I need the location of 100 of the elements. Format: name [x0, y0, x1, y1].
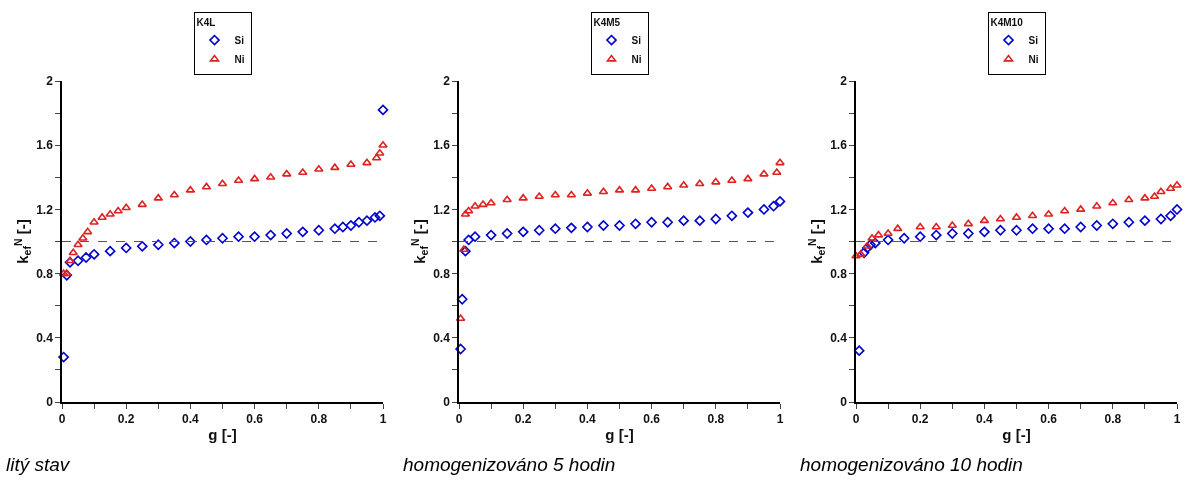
y-tick-label: 1.2: [433, 202, 451, 217]
legend-label: Si: [1028, 34, 1039, 46]
point: [694, 179, 705, 187]
point: [710, 213, 722, 225]
point: [374, 210, 386, 222]
point: [97, 213, 107, 220]
x-tick-label: 0.4: [579, 412, 597, 427]
point: [478, 200, 488, 208]
point: [169, 237, 180, 249]
point: [313, 224, 325, 236]
point: [281, 228, 293, 239]
point: [201, 182, 212, 190]
point: [582, 221, 593, 233]
point: [646, 184, 657, 192]
point: [614, 185, 625, 193]
point: [1165, 210, 1176, 222]
y-tick-label: 1.2: [36, 202, 54, 217]
point: [345, 220, 357, 231]
point: [313, 164, 324, 172]
point: [694, 215, 706, 226]
point: [362, 158, 372, 166]
y-tick-label: 0.8: [433, 266, 451, 281]
point: [485, 229, 497, 241]
point: [297, 168, 308, 176]
point: [533, 224, 545, 236]
point: [88, 248, 100, 260]
point: [1011, 224, 1022, 236]
point: [662, 182, 673, 190]
x-tick-label: 1: [379, 412, 387, 427]
point: [771, 168, 782, 176]
point: [598, 187, 609, 195]
point: [152, 239, 164, 251]
point: [534, 192, 545, 200]
point: [378, 140, 388, 148]
x-axis-title: g [-]: [605, 425, 634, 443]
point: [710, 177, 721, 185]
point: [136, 240, 148, 252]
text: homogenizováno 10 hodin: [800, 454, 1023, 475]
point: [185, 236, 196, 247]
point: [1140, 193, 1150, 201]
point: [882, 234, 894, 246]
point: [374, 148, 385, 156]
point: [463, 206, 474, 214]
point: [1123, 216, 1135, 228]
point: [869, 237, 881, 249]
point: [249, 231, 260, 243]
point: [883, 229, 893, 237]
point: [851, 251, 861, 259]
x-tick-label: 0: [852, 412, 860, 427]
y-tick-label: 0.8: [36, 266, 54, 281]
point: [1124, 195, 1134, 203]
point: [72, 255, 84, 267]
point: [80, 252, 92, 263]
point: [873, 230, 884, 238]
point: [65, 256, 75, 264]
point: [1156, 187, 1166, 195]
point: [963, 228, 974, 239]
y-tick-label: 0.4: [830, 331, 848, 345]
point: [1091, 201, 1102, 209]
point: [330, 163, 340, 171]
x-axis-title: g [-]: [208, 425, 237, 443]
point: [169, 190, 180, 198]
x-tick-label: 1: [776, 412, 784, 427]
y-tick-label: 0.4: [36, 331, 54, 345]
point: [898, 232, 910, 244]
point: [1165, 184, 1176, 192]
point: [58, 269, 69, 277]
x-tick-label: 1: [1173, 412, 1181, 427]
legend-label: Ni: [631, 53, 642, 65]
point: [329, 223, 341, 235]
point: [1155, 213, 1167, 225]
x-tick-label: 0.6: [643, 412, 661, 427]
point: [89, 217, 99, 225]
y-tick-label: 1.6: [830, 138, 848, 153]
point: [217, 232, 228, 244]
point: [768, 200, 779, 212]
legend-label: Si: [234, 34, 245, 46]
point: [742, 207, 754, 218]
y-tick-label: 1.6: [433, 138, 451, 153]
point: [963, 219, 974, 227]
point: [774, 196, 786, 207]
point: [930, 229, 942, 241]
point: [662, 216, 673, 228]
x-tick-label: 0.2: [911, 412, 929, 427]
point: [297, 226, 309, 238]
x-tick-label: 0.6: [246, 412, 264, 427]
y-tick-label: 0: [46, 395, 54, 410]
point: [353, 216, 365, 228]
point: [458, 245, 469, 253]
point: [853, 345, 865, 356]
point: [1172, 181, 1182, 188]
point: [460, 209, 471, 217]
point: [1149, 192, 1160, 200]
point: [1043, 223, 1054, 235]
point: [678, 215, 690, 226]
point: [995, 214, 1006, 222]
point: [775, 158, 785, 166]
legend-label: Ni: [234, 53, 245, 65]
text: homogenizováno 5 hodin: [403, 454, 616, 475]
legend-title: K4M5: [593, 16, 621, 28]
